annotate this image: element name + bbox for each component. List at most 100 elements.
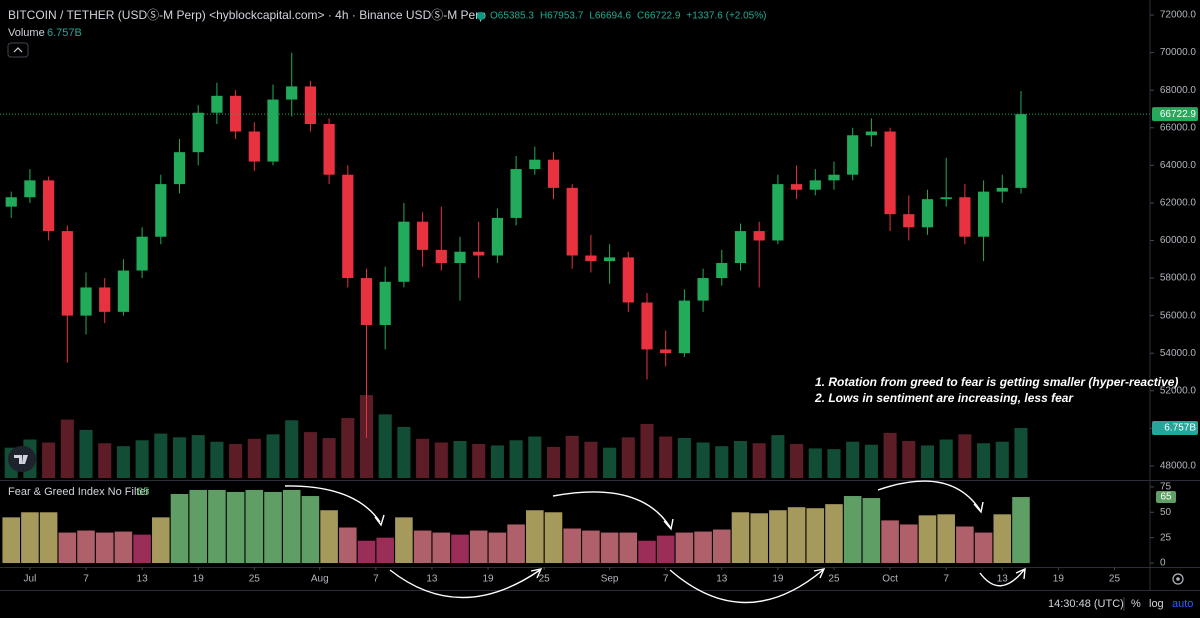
- candle-body: [379, 281, 391, 326]
- sentiment-bar: [451, 534, 469, 564]
- sentiment-bar: [77, 530, 95, 564]
- candle-body: [99, 287, 111, 312]
- settings-icon[interactable]: [1172, 573, 1184, 585]
- candle-body: [641, 302, 653, 350]
- volume-bar: [79, 429, 93, 478]
- volume-badge: [1152, 420, 1198, 435]
- volume-bar: [958, 434, 972, 478]
- arrowhead: [973, 501, 984, 514]
- y2-tick-label: 25: [1160, 532, 1172, 543]
- volume-bar: [303, 432, 317, 478]
- volume-bar: [920, 445, 935, 478]
- arrowhead: [374, 514, 385, 527]
- x-tick-label: 19: [772, 574, 784, 585]
- ohlc-value: H67953.7: [540, 11, 584, 22]
- candle-body: [230, 95, 242, 132]
- x-tick-label: 7: [83, 574, 89, 585]
- sentiment-bar: [843, 496, 862, 564]
- volume-bar: [771, 435, 785, 478]
- volume-bar: [808, 448, 822, 478]
- candle-body: [660, 349, 672, 354]
- arrow: [669, 569, 824, 604]
- candle-body: [117, 270, 130, 312]
- candle-body: [24, 180, 36, 198]
- percent-button[interactable]: %: [1131, 598, 1141, 610]
- y-tick-label: 62000.0: [1160, 198, 1197, 209]
- sentiment-bar: [974, 532, 993, 564]
- candle-body: [585, 255, 597, 262]
- candle-body: [267, 99, 279, 162]
- sentiment-bar: [787, 507, 806, 564]
- indicator-value: 65: [137, 486, 149, 498]
- volume-bar: [546, 446, 561, 478]
- arrowhead: [663, 518, 674, 531]
- sentiment-bar: [226, 491, 245, 564]
- x-tick-label: 19: [1053, 574, 1065, 585]
- sentiment-bar: [993, 514, 1012, 564]
- volume-bar: [60, 419, 74, 478]
- auto-button[interactable]: auto: [1172, 598, 1193, 610]
- sentiment-bar: [582, 530, 600, 564]
- candle-body: [248, 131, 260, 162]
- volume-bar: [210, 441, 224, 478]
- sentiment-bar: [21, 512, 39, 564]
- volume-bar: [696, 442, 710, 478]
- volume-bar: [528, 436, 542, 478]
- volume-bar: [995, 441, 1009, 478]
- sentiment-bar: [881, 520, 899, 564]
- candle-body: [61, 231, 73, 316]
- candle-body: [435, 249, 447, 264]
- sentiment-bar: [432, 532, 451, 564]
- candle-body: [323, 123, 335, 175]
- volume-bar: [1014, 427, 1028, 478]
- indicator-badge-label: 65: [1160, 492, 1172, 503]
- last-price-label: 66722.9: [1160, 109, 1197, 120]
- volume-bar: [154, 433, 168, 478]
- volume-bar: [603, 447, 617, 478]
- x-tick-label: 19: [193, 574, 205, 585]
- candle-body: [678, 300, 690, 354]
- annotation: 2. Lows in sentiment are increasing, les…: [814, 391, 1074, 405]
- sentiment-bar: [862, 498, 881, 564]
- collapse-button[interactable]: [7, 42, 29, 58]
- candle-body: [286, 86, 298, 100]
- volume-bar: [640, 423, 654, 478]
- sentiment-bar: [189, 489, 207, 564]
- sentiment-bar: [357, 540, 376, 564]
- x-tick-label: 13: [426, 574, 438, 585]
- log-button[interactable]: log: [1149, 598, 1164, 610]
- arrow: [284, 485, 381, 523]
- sentiment-bar: [526, 510, 544, 564]
- volume-bar: [509, 440, 523, 478]
- y-tick-label: 60000.0: [1160, 235, 1197, 246]
- sentiment-bar: [245, 489, 264, 564]
- y-tick-label: 72000.0: [1160, 10, 1197, 21]
- candle-body: [43, 180, 55, 232]
- logo-glyph: [14, 455, 28, 464]
- volume-bar: [733, 441, 748, 478]
- volume-bar: [565, 435, 579, 478]
- sentiment-bar: [2, 517, 21, 564]
- candle-body: [80, 287, 92, 316]
- sentiment-bar: [320, 510, 338, 564]
- volume-bar: [247, 438, 261, 478]
- candle-body: [959, 197, 971, 237]
- y-tick-label: 54000.0: [1160, 348, 1197, 359]
- volume-bar: [659, 436, 673, 478]
- candle-body: [304, 86, 317, 124]
- sentiment-bar: [95, 532, 114, 564]
- symbol-title: BITCOIN / TETHER (USDⓈ-M Perp) <hyblockc…: [8, 8, 486, 22]
- sentiment-bar: [731, 512, 750, 564]
- y2-tick-label: 50: [1160, 507, 1172, 518]
- sentiment-bar: [806, 508, 825, 564]
- volume-bar: [172, 437, 187, 478]
- sentiment-bar: [488, 532, 507, 564]
- sentiment-bar: [937, 514, 955, 564]
- candle-body: [416, 221, 429, 250]
- x-tick-label: Sep: [601, 574, 619, 585]
- candle-body: [398, 221, 410, 282]
- volume-badge-label: 6.757B: [1164, 423, 1196, 434]
- sentiment-bar: [563, 528, 581, 564]
- indicator-badge: [1156, 491, 1176, 504]
